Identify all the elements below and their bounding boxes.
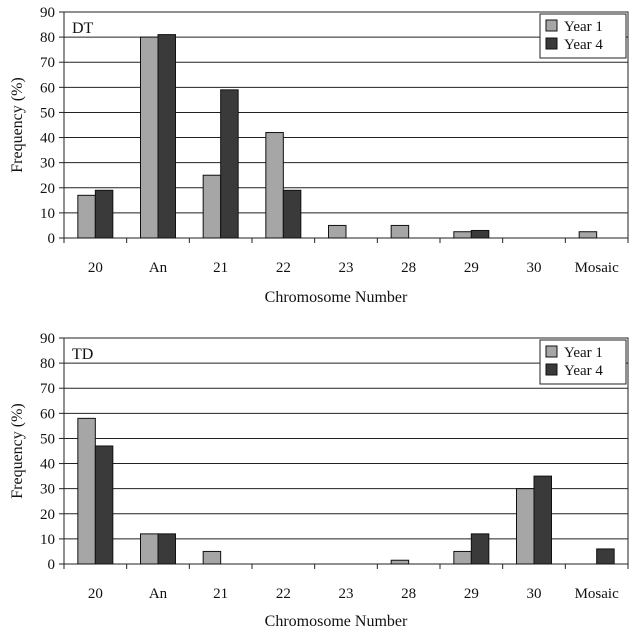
x-tick-label: 20: [88, 260, 103, 276]
legend-label: Year 4: [564, 363, 603, 379]
bar-year-4-21: [220, 89, 239, 239]
y-axis-label: Frequency (%): [9, 403, 26, 499]
y-tick-label: 20: [40, 507, 55, 523]
bar-year-1-28: [390, 224, 410, 239]
x-tick-label: 28: [401, 260, 416, 276]
x-tick-label: 29: [464, 260, 479, 276]
bar-year-4-29: [470, 229, 490, 239]
x-tick-label: An: [149, 586, 168, 602]
bar-year-1-30: [516, 488, 535, 565]
y-tick-label: 20: [40, 181, 55, 197]
bar-year-1-29: [453, 550, 472, 565]
panel-label: TD: [72, 346, 93, 363]
bar-year-1-29: [453, 231, 472, 239]
x-tick-label: Mosaic: [575, 586, 620, 602]
x-tick-label: 22: [276, 586, 291, 602]
y-tick-label: 70: [40, 381, 55, 397]
plot-area: [63, 337, 629, 565]
x-axis-label: Chromosome Number: [265, 289, 408, 306]
x-tick-label: 22: [276, 260, 291, 276]
x-tick-label: 30: [527, 586, 542, 602]
y-tick-label: 60: [40, 406, 55, 422]
y-tick-label: 50: [40, 105, 55, 121]
y-tick-label: 30: [40, 156, 55, 172]
bar-year-4-20: [94, 445, 114, 565]
chart-panel-dt: 0 10 20 30 40 50 60 70 80 90 20 An 21 22 23 28 29 30 Mosai…: [9, 5, 629, 306]
y-tick-label: 90: [40, 331, 55, 347]
legend-swatch: [545, 19, 558, 32]
x-tick-label: An: [149, 260, 168, 276]
bar-year-1-an: [140, 36, 159, 239]
y-tick-label: 80: [40, 30, 55, 46]
y-tick-label: 40: [40, 457, 55, 473]
legend-swatch: [545, 363, 558, 376]
x-tick-label: 23: [339, 260, 354, 276]
x-tick-label: 28: [401, 586, 416, 602]
bar-year-4-30: [533, 475, 552, 565]
bar-year-1-an: [140, 533, 159, 565]
bar-year-1-21: [202, 174, 222, 239]
bar-year-1-20: [77, 417, 96, 565]
x-tick-label: 21: [213, 260, 228, 276]
y-tick-label: 30: [40, 482, 55, 498]
y-tick-label: 10: [40, 206, 55, 222]
bar-year-4-mosaic: [596, 548, 615, 565]
bar-year-4-22: [282, 189, 302, 239]
x-axis-label: Chromosome Number: [265, 613, 408, 630]
bar-year-1-21: [202, 550, 222, 565]
chart-panel-td: 0 10 20 30 40 50 60 70 80 90 20 An 21 22 23 28 29 30 Mosai…: [9, 331, 629, 630]
bar-year-1-20: [77, 194, 96, 239]
x-tick-label: 23: [339, 586, 354, 602]
legend-label: Year 1: [564, 19, 603, 35]
y-tick-label: 40: [40, 131, 55, 147]
legend-label: Year 4: [564, 37, 603, 53]
legend-label: Year 1: [564, 345, 603, 361]
x-tick-label: Mosaic: [575, 260, 620, 276]
bar-year-1-23: [328, 224, 347, 239]
y-tick-label: 90: [40, 5, 55, 21]
bar-year-1-mosaic: [578, 231, 598, 239]
y-axis-label: Frequency (%): [9, 77, 26, 173]
bar-year-1-22: [265, 132, 284, 239]
bar-year-4-an: [157, 34, 176, 239]
bar-year-4-29: [470, 533, 490, 565]
bar-year-4-20: [94, 189, 114, 239]
x-tick-label: 20: [88, 586, 103, 602]
y-tick-label: 0: [48, 557, 56, 573]
y-tick-label: 60: [40, 80, 55, 96]
y-tick-label: 10: [40, 532, 55, 548]
y-tick-label: 80: [40, 356, 55, 372]
bar-year-1-28: [390, 559, 410, 565]
legend-swatch: [545, 37, 558, 50]
y-tick-label: 0: [48, 231, 56, 247]
y-tick-label: 70: [40, 55, 55, 71]
legend-swatch: [545, 345, 558, 358]
x-tick-label: 21: [213, 586, 228, 602]
panel-label: DT: [72, 20, 94, 37]
bar-year-4-an: [157, 533, 176, 565]
y-tick-label: 50: [40, 431, 55, 447]
x-tick-label: 29: [464, 586, 479, 602]
x-tick-label: 30: [527, 260, 542, 276]
